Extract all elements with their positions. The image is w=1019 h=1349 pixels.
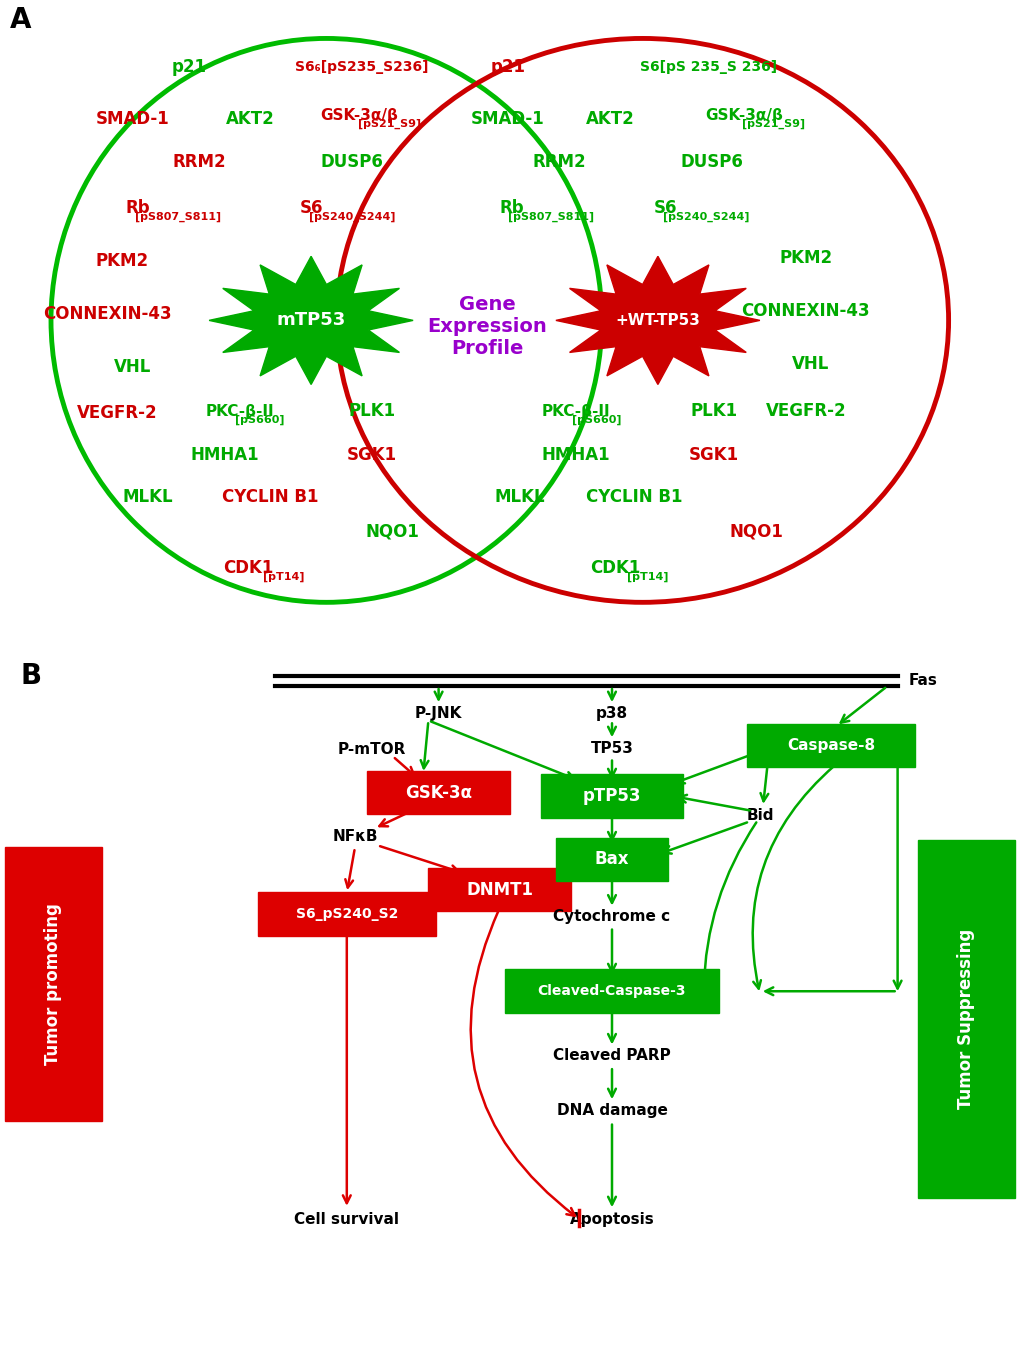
Text: Tumor Suppressing: Tumor Suppressing (956, 929, 974, 1109)
Text: MLKL: MLKL (122, 487, 173, 506)
Text: CONNEXIN-43: CONNEXIN-43 (43, 305, 171, 322)
Text: S6[pS 235_S 236]: S6[pS 235_S 236] (640, 61, 776, 74)
Text: [pS807_S811]: [pS807_S811] (507, 212, 593, 221)
FancyBboxPatch shape (746, 724, 915, 768)
FancyBboxPatch shape (504, 970, 718, 1013)
Text: Tumor promoting: Tumor promoting (44, 904, 62, 1066)
Text: Rb: Rb (125, 200, 150, 217)
Text: Cleaved PARP: Cleaved PARP (552, 1048, 671, 1063)
Text: S6_pS240_S2: S6_pS240_S2 (296, 907, 397, 921)
Text: AKT2: AKT2 (585, 109, 634, 128)
Text: NQO1: NQO1 (730, 523, 783, 541)
FancyBboxPatch shape (555, 838, 667, 881)
Text: DNMT1: DNMT1 (466, 881, 533, 898)
FancyBboxPatch shape (917, 840, 1014, 1198)
Text: GSK-3α/β: GSK-3α/β (320, 108, 397, 123)
Text: mTP53: mTP53 (276, 312, 345, 329)
Text: S6: S6 (299, 200, 323, 217)
Text: SMAD-1: SMAD-1 (96, 109, 169, 128)
Text: PKM2: PKM2 (779, 250, 832, 267)
Text: [pT14]: [pT14] (627, 572, 667, 581)
Text: PLK1: PLK1 (690, 402, 737, 421)
Text: VHL: VHL (114, 357, 151, 375)
Text: [pS21_S9]: [pS21_S9] (358, 119, 421, 128)
Text: DUSP6: DUSP6 (680, 154, 743, 171)
Text: PKM2: PKM2 (96, 252, 149, 270)
Text: Cell survival: Cell survival (294, 1211, 398, 1226)
Text: S6: S6 (652, 200, 677, 217)
Text: [pS660]: [pS660] (235, 415, 284, 425)
Text: p21: p21 (490, 58, 525, 77)
Text: NFκB: NFκB (332, 830, 377, 844)
FancyBboxPatch shape (367, 772, 510, 815)
Text: VHL: VHL (792, 355, 828, 372)
Polygon shape (209, 256, 413, 384)
Text: [pS21_S9]: [pS21_S9] (741, 119, 804, 128)
Text: AKT2: AKT2 (225, 109, 274, 128)
Text: CDK1: CDK1 (589, 560, 640, 577)
Text: P-JNK: P-JNK (415, 706, 462, 720)
Text: B: B (20, 661, 42, 689)
Text: Apoptosis: Apoptosis (569, 1211, 654, 1226)
Text: pTP53: pTP53 (582, 788, 641, 805)
Text: [pS240_S244]: [pS240_S244] (309, 212, 394, 221)
Text: RRM2: RRM2 (172, 154, 225, 171)
Text: p38: p38 (595, 706, 628, 720)
Text: Rb: Rb (499, 200, 524, 217)
Text: NQO1: NQO1 (366, 523, 419, 541)
Text: GSK-3α: GSK-3α (405, 784, 472, 801)
Text: Caspase-8: Caspase-8 (787, 738, 874, 753)
Text: CDK1: CDK1 (222, 560, 273, 577)
Text: PKC-β-II: PKC-β-II (205, 403, 274, 420)
Text: CYCLIN B1: CYCLIN B1 (586, 487, 682, 506)
Text: CYCLIN B1: CYCLIN B1 (222, 487, 318, 506)
Text: +WT-TP53: +WT-TP53 (614, 313, 700, 328)
Text: [pS660]: [pS660] (572, 415, 621, 425)
Text: Cleaved-Caspase-3: Cleaved-Caspase-3 (537, 985, 686, 998)
Text: HMHA1: HMHA1 (541, 447, 610, 464)
FancyBboxPatch shape (428, 867, 571, 912)
Text: Cytochrome c: Cytochrome c (553, 909, 669, 924)
Text: CONNEXIN-43: CONNEXIN-43 (741, 302, 869, 321)
Text: SGK1: SGK1 (346, 447, 397, 464)
Text: RRM2: RRM2 (532, 154, 585, 171)
FancyBboxPatch shape (540, 774, 683, 817)
Text: TP53: TP53 (590, 741, 633, 755)
Text: VEGFR-2: VEGFR-2 (764, 402, 846, 421)
Text: Fas: Fas (908, 673, 936, 688)
Text: MLKL: MLKL (494, 487, 545, 506)
Text: Gene
Expression
Profile: Gene Expression Profile (427, 295, 547, 359)
Text: SGK1: SGK1 (688, 447, 739, 464)
Text: P-mTOR: P-mTOR (337, 742, 407, 757)
Text: SMAD-1: SMAD-1 (471, 109, 544, 128)
Text: Bax: Bax (594, 850, 629, 869)
Text: HMHA1: HMHA1 (190, 447, 259, 464)
Text: [pS807_S811]: [pS807_S811] (136, 212, 221, 221)
FancyBboxPatch shape (257, 892, 436, 936)
Text: PKC-β-II: PKC-β-II (541, 403, 610, 420)
Text: VEGFR-2: VEGFR-2 (76, 405, 158, 422)
Text: A: A (10, 7, 32, 35)
Text: [pS240_S244]: [pS240_S244] (662, 212, 748, 221)
Text: PLK1: PLK1 (348, 402, 395, 421)
FancyBboxPatch shape (5, 847, 102, 1121)
Text: [pT14]: [pT14] (263, 572, 304, 581)
Text: GSK-3α/β: GSK-3α/β (705, 108, 783, 123)
Text: p21: p21 (171, 58, 206, 77)
Text: DUSP6: DUSP6 (320, 154, 383, 171)
Polygon shape (555, 256, 759, 384)
Text: S6₆[pS235_S236]: S6₆[pS235_S236] (296, 61, 428, 74)
Text: Bid: Bid (746, 808, 772, 823)
Text: DNA damage: DNA damage (556, 1103, 666, 1118)
